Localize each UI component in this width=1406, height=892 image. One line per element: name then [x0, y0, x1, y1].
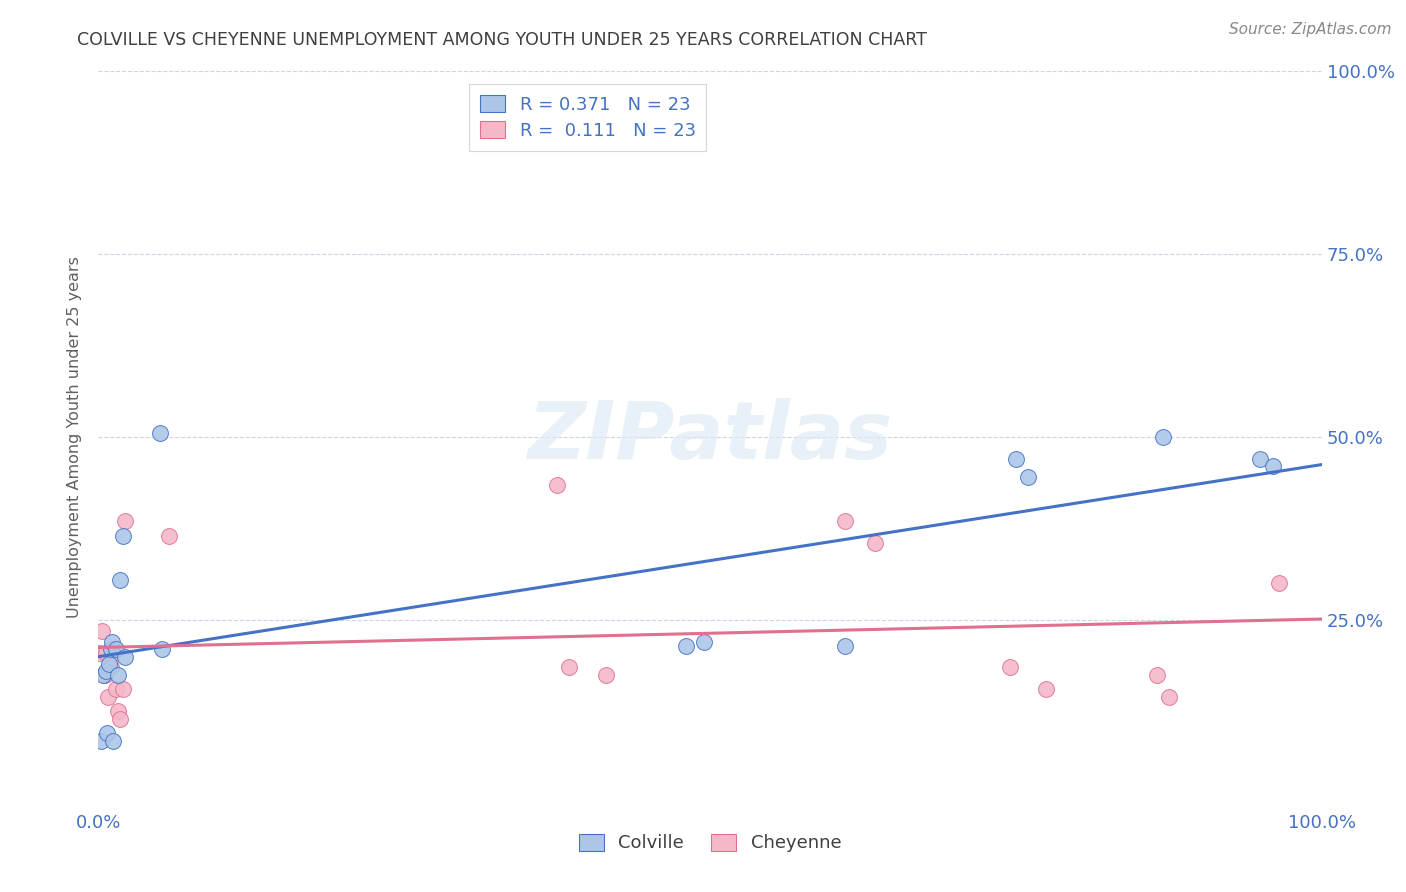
Text: COLVILLE VS CHEYENNE UNEMPLOYMENT AMONG YOUTH UNDER 25 YEARS CORRELATION CHART: COLVILLE VS CHEYENNE UNEMPLOYMENT AMONG … [77, 31, 927, 49]
Point [834, 514, 856, 528]
Point [675, 639, 697, 653]
Text: ZIPatlas: ZIPatlas [527, 398, 893, 476]
Point [111, 682, 134, 697]
Point [111, 529, 134, 543]
Y-axis label: Unemployment Among Youth under 25 years: Unemployment Among Youth under 25 years [67, 256, 83, 618]
Point [149, 426, 172, 441]
Point [546, 477, 568, 491]
Point [558, 660, 581, 674]
Point [693, 635, 716, 649]
Point [150, 642, 173, 657]
Point [1268, 576, 1291, 591]
Point [100, 642, 122, 657]
Text: Source: ZipAtlas.com: Source: ZipAtlas.com [1229, 22, 1392, 37]
Point [98, 657, 121, 671]
Point [1249, 452, 1271, 467]
Point [101, 733, 124, 747]
Point [1157, 690, 1180, 704]
Point [91, 667, 114, 681]
Point [114, 514, 136, 528]
Point [834, 639, 856, 653]
Point [96, 726, 118, 740]
Point [114, 649, 136, 664]
Point [110, 573, 132, 587]
Point [863, 536, 886, 550]
Point [94, 664, 117, 678]
Point [1146, 667, 1168, 681]
Legend: Colville, Cheyenne: Colville, Cheyenne [571, 826, 849, 860]
Point [91, 624, 114, 638]
Point [89, 646, 111, 660]
Point [104, 682, 127, 697]
Point [595, 667, 617, 681]
Point [1017, 470, 1039, 484]
Point [157, 529, 180, 543]
Point [998, 660, 1021, 674]
Point [93, 667, 115, 681]
Point [100, 660, 122, 674]
Point [1261, 459, 1284, 474]
Point [104, 642, 127, 657]
Point [107, 667, 129, 681]
Point [110, 712, 132, 726]
Point [97, 690, 120, 704]
Point [101, 646, 124, 660]
Point [101, 635, 124, 649]
Point [107, 705, 129, 719]
Point [1152, 430, 1174, 444]
Point [1035, 682, 1057, 697]
Point [90, 733, 112, 747]
Point [1004, 452, 1026, 467]
Point [94, 646, 117, 660]
